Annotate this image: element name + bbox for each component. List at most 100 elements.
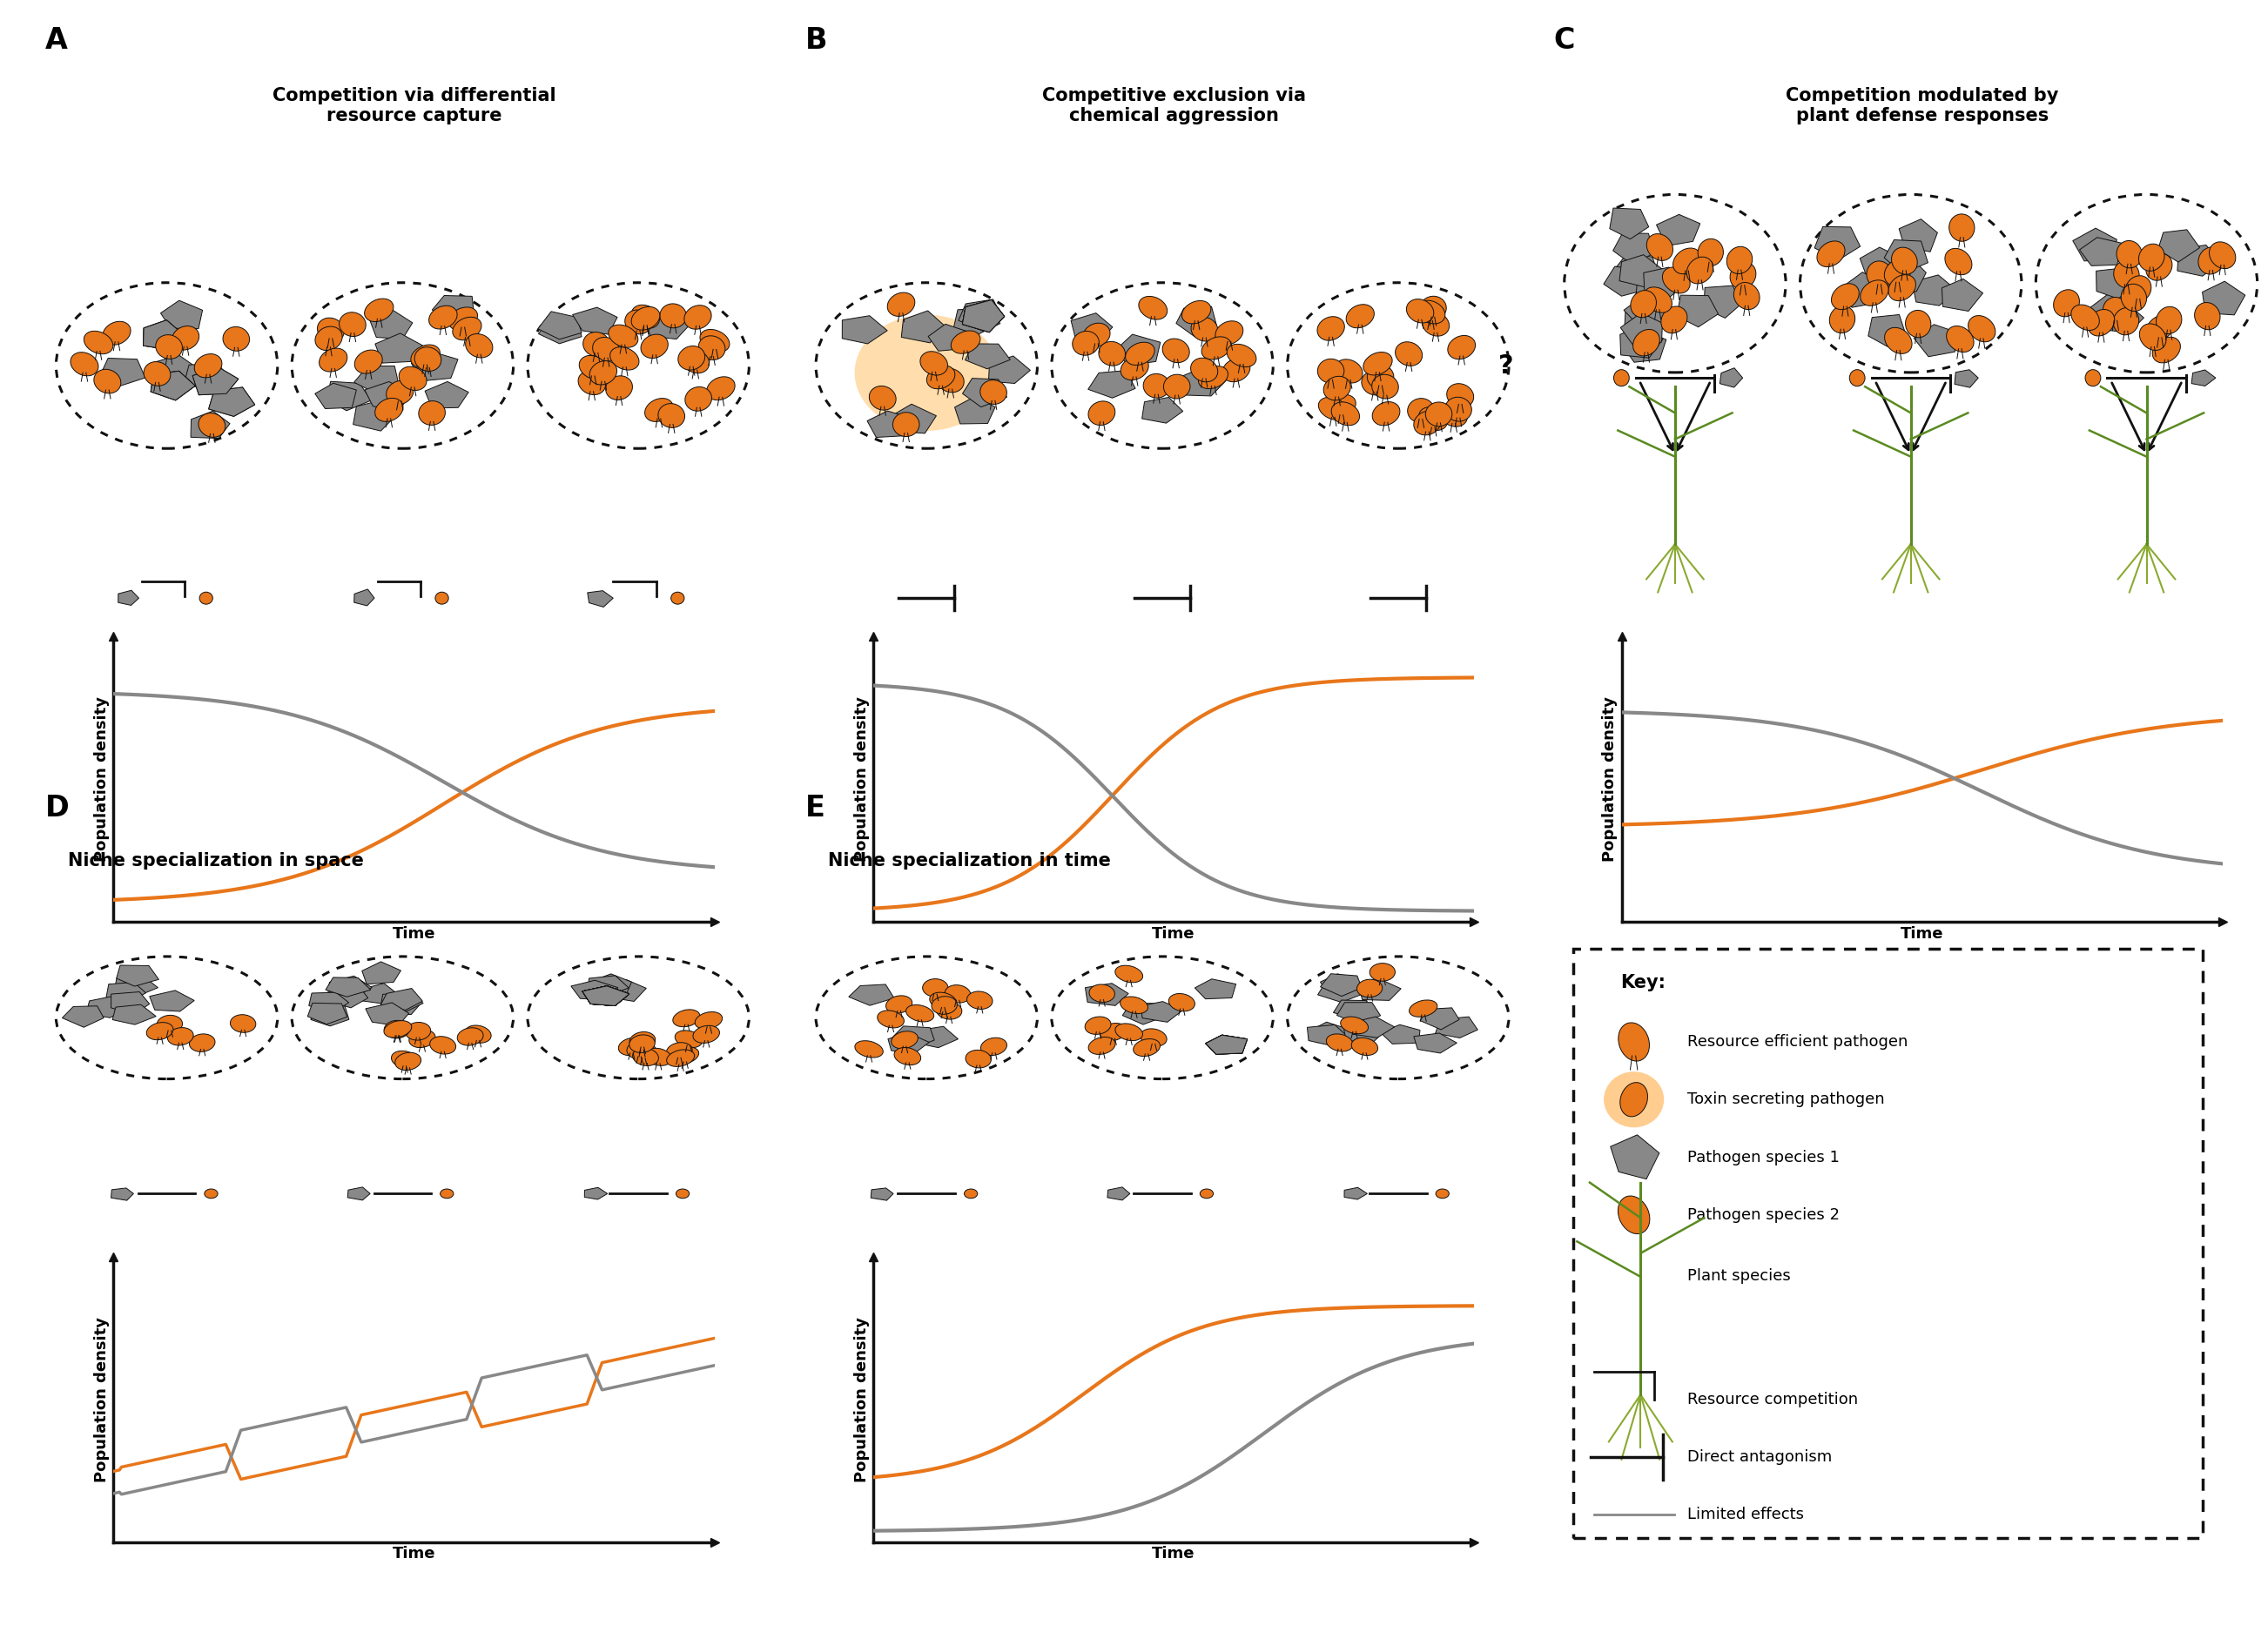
Ellipse shape [1163,374,1191,398]
Ellipse shape [1182,300,1211,323]
Ellipse shape [1089,984,1116,1002]
Ellipse shape [1647,233,1674,261]
Ellipse shape [1318,359,1345,384]
Polygon shape [962,300,1005,333]
Polygon shape [1306,1025,1347,1046]
Text: Toxin secreting pathogen: Toxin secreting pathogen [1687,1092,1885,1108]
Polygon shape [583,986,628,1005]
Polygon shape [143,320,181,349]
Ellipse shape [222,326,249,351]
Ellipse shape [1422,312,1449,336]
Polygon shape [1898,219,1937,251]
Polygon shape [1656,214,1701,246]
Polygon shape [86,996,127,1018]
Polygon shape [327,978,370,997]
Ellipse shape [966,991,993,1009]
Polygon shape [184,362,229,390]
Ellipse shape [1089,1036,1116,1054]
Polygon shape [587,976,628,996]
Polygon shape [1619,325,1662,357]
Ellipse shape [887,292,914,317]
Ellipse shape [93,369,120,393]
Ellipse shape [2053,289,2080,317]
Polygon shape [1413,1033,1456,1053]
Y-axis label: Population density: Population density [1601,697,1617,862]
Ellipse shape [2146,315,2175,341]
Ellipse shape [894,1048,921,1066]
Polygon shape [538,318,581,344]
Ellipse shape [1163,338,1188,362]
Polygon shape [583,986,628,1005]
Polygon shape [889,1033,930,1053]
Ellipse shape [676,1190,689,1198]
Ellipse shape [1830,305,1855,333]
Text: D: D [45,793,70,823]
Polygon shape [2202,281,2245,315]
Ellipse shape [937,1002,962,1020]
Ellipse shape [1420,406,1447,431]
Ellipse shape [628,1035,655,1053]
Ellipse shape [1168,994,1195,1012]
Ellipse shape [1116,1023,1143,1041]
Ellipse shape [1134,1040,1161,1056]
Polygon shape [841,315,887,344]
Polygon shape [1207,1035,1247,1054]
Polygon shape [1814,227,1860,259]
Ellipse shape [1445,397,1472,421]
Polygon shape [2191,370,2216,387]
Ellipse shape [420,401,445,424]
Polygon shape [966,344,1009,369]
Ellipse shape [1830,284,1860,310]
Ellipse shape [1408,1000,1438,1017]
Ellipse shape [1198,366,1227,388]
Ellipse shape [667,1049,694,1067]
Ellipse shape [320,348,347,372]
Polygon shape [583,986,628,1005]
Ellipse shape [168,1028,193,1046]
Ellipse shape [1674,248,1701,274]
Ellipse shape [1191,357,1218,382]
Polygon shape [2080,237,2123,266]
Ellipse shape [354,349,383,374]
Ellipse shape [878,1010,905,1028]
Polygon shape [1320,974,1359,994]
Polygon shape [370,310,413,339]
Ellipse shape [449,307,479,330]
Ellipse shape [928,366,955,388]
Text: ?: ? [1499,353,1513,379]
Ellipse shape [231,1015,256,1033]
Polygon shape [381,994,422,1015]
Ellipse shape [626,1041,653,1059]
Polygon shape [1914,325,1957,357]
Ellipse shape [1418,300,1445,323]
Polygon shape [1941,279,1982,312]
Polygon shape [1141,1002,1184,1022]
Polygon shape [1615,251,1658,284]
Ellipse shape [1447,384,1474,408]
Polygon shape [1622,331,1667,362]
Ellipse shape [429,305,458,330]
Polygon shape [955,397,996,424]
Ellipse shape [156,335,181,359]
Ellipse shape [980,1038,1007,1056]
Polygon shape [572,307,617,335]
Polygon shape [1207,1035,1247,1054]
Ellipse shape [694,1025,719,1043]
Polygon shape [150,370,195,400]
Ellipse shape [2209,242,2236,269]
Ellipse shape [1120,356,1148,380]
Ellipse shape [1885,328,1912,354]
Polygon shape [2177,245,2220,276]
Polygon shape [1624,295,1667,326]
Polygon shape [572,981,617,1000]
Ellipse shape [1216,322,1243,344]
Ellipse shape [2084,369,2100,387]
Text: Resource efficient pathogen: Resource efficient pathogen [1687,1035,1907,1049]
Ellipse shape [1889,274,1916,300]
Polygon shape [1955,370,1978,387]
Ellipse shape [1363,353,1393,375]
Ellipse shape [683,349,710,374]
Polygon shape [1887,258,1926,292]
Ellipse shape [1603,1072,1665,1128]
Ellipse shape [147,1022,172,1040]
